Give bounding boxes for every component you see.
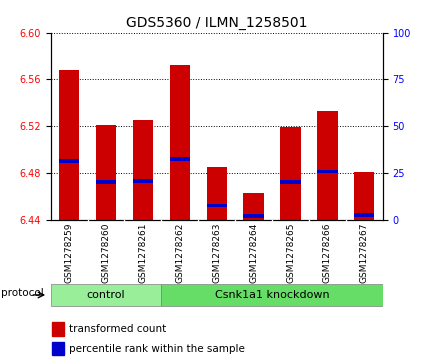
Bar (354, 172, 374, 220)
Text: GSM1278260: GSM1278260 (102, 223, 110, 283)
Bar (170, 157, 190, 160)
Text: protocol: protocol (1, 287, 44, 298)
Bar (161, 284, 383, 306)
Bar (243, 215, 264, 218)
Bar (317, 111, 337, 220)
Bar (206, 204, 227, 207)
Bar (133, 179, 153, 183)
Text: GSM1278259: GSM1278259 (65, 223, 73, 283)
Text: GSM1278265: GSM1278265 (286, 223, 295, 283)
Bar (96, 180, 116, 184)
Text: percentile rank within the sample: percentile rank within the sample (69, 343, 245, 354)
Title: GDS5360 / ILMN_1258501: GDS5360 / ILMN_1258501 (126, 16, 308, 30)
Text: GSM1278261: GSM1278261 (138, 223, 147, 283)
Bar (354, 213, 374, 217)
Text: GSM1278266: GSM1278266 (323, 223, 332, 283)
Bar (317, 170, 337, 174)
Bar (280, 180, 301, 184)
Bar (243, 193, 264, 220)
Bar (170, 65, 190, 220)
Text: Csnk1a1 knockdown: Csnk1a1 knockdown (215, 290, 330, 300)
Bar (59, 70, 79, 220)
Bar (280, 127, 301, 220)
Bar (52, 342, 64, 355)
Bar (133, 120, 153, 220)
Text: GSM1278267: GSM1278267 (360, 223, 369, 283)
Bar (59, 159, 79, 163)
Text: control: control (87, 290, 125, 300)
Bar (52, 322, 64, 335)
Bar (51, 284, 161, 306)
Bar (96, 125, 116, 220)
Text: transformed count: transformed count (69, 324, 166, 334)
Text: GSM1278264: GSM1278264 (249, 223, 258, 283)
Bar (206, 167, 227, 220)
Text: GSM1278263: GSM1278263 (212, 223, 221, 283)
Text: GSM1278262: GSM1278262 (175, 223, 184, 283)
